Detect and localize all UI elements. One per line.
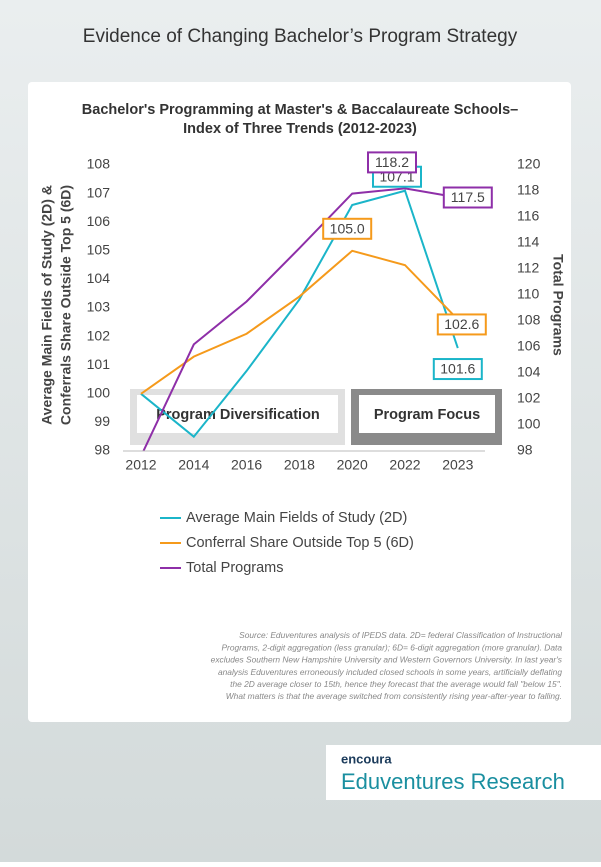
y-tick-label: 104 [87,270,111,286]
y-tick-label: 101 [87,356,111,372]
y2-tick-label: 100 [517,416,541,432]
logo-name-suffix: Research [471,769,565,794]
plot [140,187,459,451]
x-tick-label: 2018 [284,457,315,473]
x-tick-label: 2023 [442,457,473,473]
value-label: 105.0 [330,221,365,237]
series-line [140,249,459,395]
legend-label: Average Main Fields of Study (2D) [186,510,407,526]
y-tick-label: 107 [87,184,111,200]
y-tick-label: 100 [87,385,111,401]
logo-name-main: Eduventures [341,769,465,794]
annotation: Program Diversification [156,407,320,423]
x-tick-label: 2020 [337,457,368,473]
value-label: 118.2 [375,154,409,170]
source-note: excludes Southern New Hampshire Universi… [211,655,563,665]
y2-tick-label: 110 [517,286,540,302]
y2-tick-label: 102 [517,390,541,406]
y-tick-label: 98 [94,442,110,458]
y-tick-label: 105 [87,242,111,258]
y2-tick-label: 106 [517,338,541,354]
source-note: analysis Eduventures erroneously include… [218,667,562,677]
value-label: 117.5 [451,189,485,205]
logo-name: Eduventures Research [341,769,565,794]
y-tick-label: 108 [87,156,111,172]
annotation-inner [359,395,495,433]
y-axis-label: Average Main Fields of Study (2D) & [39,185,55,425]
y2-tick-label: 118 [517,182,540,198]
value-label: 102.6 [444,316,479,332]
y-axis-label: Conferrals Share Outside Top 5 (6D) [58,185,74,425]
y2-tick-label: 120 [517,156,541,172]
y2-tick-label: 104 [517,364,541,380]
chart-title: Bachelor's Programming at Master's & Bac… [82,102,518,118]
source-note: Source: Eduventures analysis of IPEDS da… [239,630,563,640]
page-title: Evidence of Changing Bachelor’s Program … [83,26,518,47]
y-tick-label: 103 [87,299,111,315]
chart-title: Index of Three Trends (2012-2023) [183,121,417,137]
series-line [140,189,459,439]
y2-tick-label: 114 [517,234,540,250]
logo-box [326,745,601,800]
value-label: 101.6 [440,361,475,377]
x-tick-label: 2014 [178,457,209,473]
legend-label: Total Programs [186,560,284,576]
x-tick-label: 2016 [231,457,262,473]
series-line [142,187,458,451]
value-label-box [442,186,493,209]
legend-label: Conferral Share Outside Top 5 (6D) [186,535,414,551]
value-label-box [436,313,487,336]
value-label-box [367,151,417,174]
y2-tick-label: 112 [517,260,540,276]
y2-axis-label: Total Programs [550,254,566,356]
logo-brand: encoura [341,751,392,766]
y2-tick-label: 98 [517,442,533,458]
value-label-box [322,217,373,240]
source-note: Programs, 2-digit aggregation (less gran… [221,642,562,652]
y-tick-label: 106 [87,213,111,229]
value-label-box [432,358,483,381]
source-note: the 2D average closer to 15th, hence the… [230,679,562,689]
y-tick-label: 102 [87,327,111,343]
x-tick-label: 2022 [389,457,420,473]
y2-tick-label: 108 [517,312,541,328]
source-note: What matters is that the average switche… [226,691,562,701]
x-tick-label: 2012 [125,457,156,473]
annotation-inner [137,395,338,433]
y2-tick-label: 116 [517,208,540,224]
annotation: Program Focus [374,407,480,423]
y-tick-label: 99 [94,413,110,429]
